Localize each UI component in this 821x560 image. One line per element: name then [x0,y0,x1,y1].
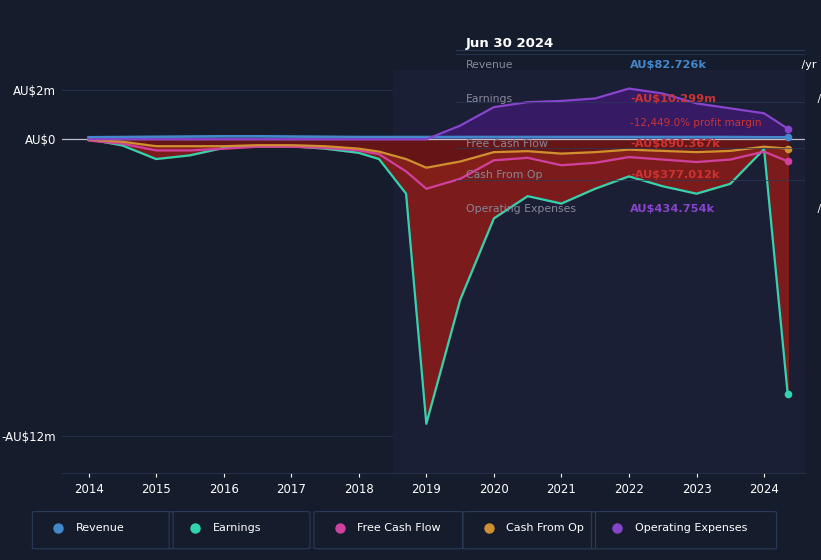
Text: Cash From Op: Cash From Op [507,523,584,533]
Text: Jun 30 2024: Jun 30 2024 [466,37,554,50]
Text: /yr: /yr [814,204,821,213]
Text: Free Cash Flow: Free Cash Flow [466,139,548,149]
Text: Operating Expenses: Operating Expenses [466,204,576,213]
Text: -AU$10.299m: -AU$10.299m [631,94,716,104]
Bar [392,70,805,473]
Text: /yr: /yr [814,94,821,104]
Text: -AU$890.367k: -AU$890.367k [631,139,720,149]
Text: -AU$377.012k: -AU$377.012k [631,170,720,180]
Text: Earnings: Earnings [213,523,261,533]
Text: Cash From Op: Cash From Op [466,170,543,180]
Text: -12,449.0% profit margin: -12,449.0% profit margin [631,118,762,128]
Text: Earnings: Earnings [466,94,513,104]
Text: Revenue: Revenue [76,523,125,533]
Text: Free Cash Flow: Free Cash Flow [357,523,441,533]
Text: AU$434.754k: AU$434.754k [631,204,715,213]
Text: Revenue: Revenue [466,60,514,71]
Text: Operating Expenses: Operating Expenses [635,523,747,533]
Text: /yr: /yr [797,60,816,71]
Text: AU$82.726k: AU$82.726k [631,60,707,71]
